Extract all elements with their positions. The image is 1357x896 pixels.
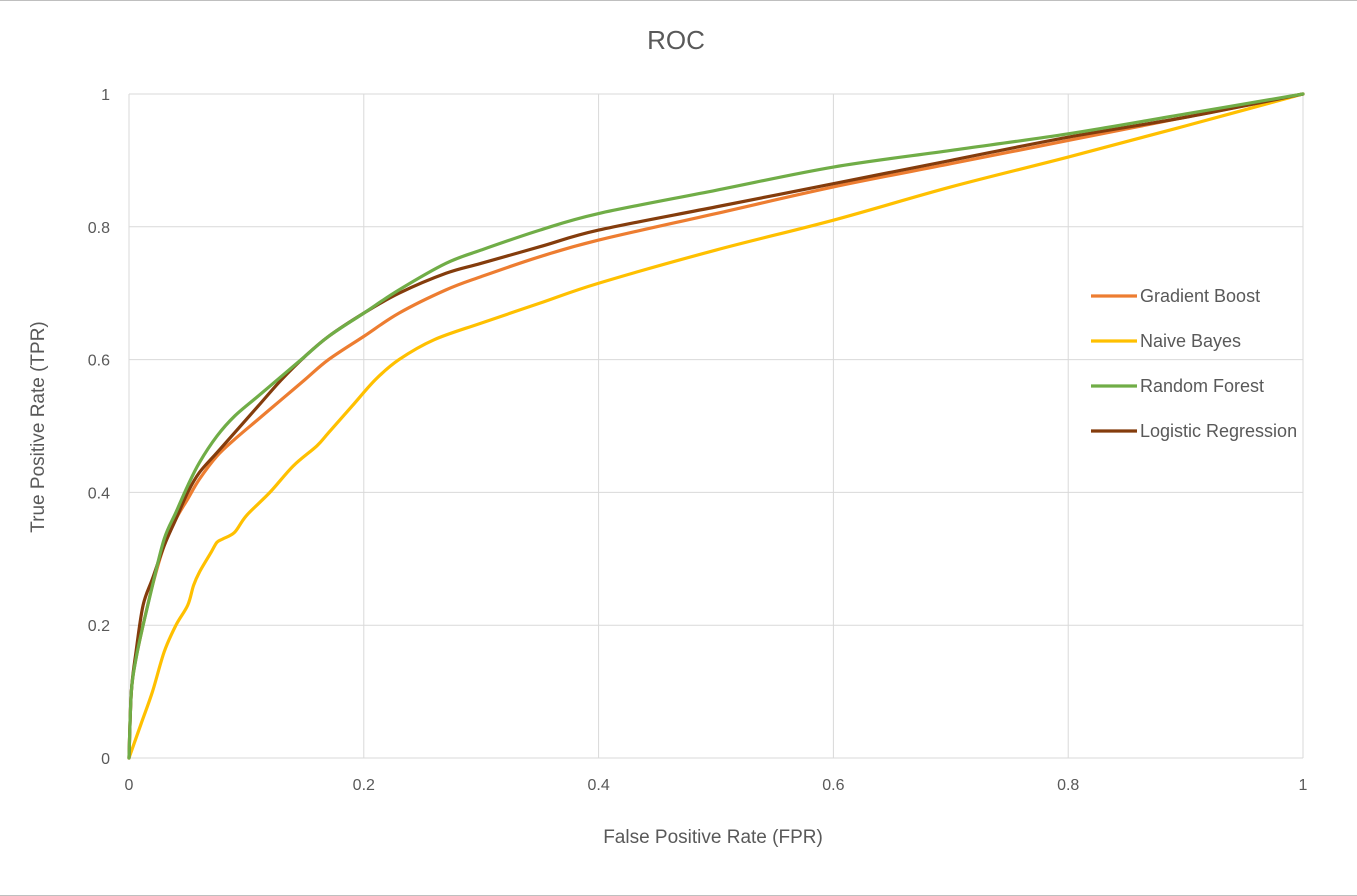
x-tick-label: 0.6 [822, 777, 844, 794]
axis-ticks: 0 0.2 0.4 0.6 0.8 1 0 0.2 0.4 0.6 0.8 1 [88, 87, 1308, 794]
chart-title: ROC [647, 25, 705, 55]
y-axis-title: True Positive Rate (TPR) [28, 321, 49, 533]
y-tick-label: 0.6 [88, 353, 110, 370]
y-tick-label: 1 [101, 87, 110, 104]
grid [128, 93, 1304, 759]
legend-label-gradient-boost: Gradient Boost [1140, 286, 1260, 306]
x-tick-label: 0.2 [353, 777, 375, 794]
x-tick-label: 1 [1299, 777, 1308, 794]
series-line-naive-bayes [127, 92, 1305, 760]
x-tick-label: 0.4 [587, 777, 609, 794]
legend-label-random-forest: Random Forest [1140, 376, 1264, 396]
series-lines [127, 92, 1305, 760]
x-tick-label: 0 [125, 777, 134, 794]
series-line-logistic-regression [127, 92, 1305, 760]
y-tick-label: 0.2 [88, 618, 110, 635]
legend-label-logistic-regression: Logistic Regression [1140, 421, 1297, 441]
series-line-gradient-boost [127, 92, 1305, 760]
series-line-random-forest [127, 92, 1305, 760]
y-tick-label: 0.4 [88, 485, 110, 502]
x-axis-title: False Positive Rate (FPR) [603, 827, 823, 848]
legend-label-naive-bayes: Naive Bayes [1140, 331, 1241, 351]
x-tick-label: 0.8 [1057, 777, 1079, 794]
y-tick-label: 0 [101, 751, 110, 768]
y-tick-label: 0.8 [88, 220, 110, 237]
legend: Gradient Boost Naive Bayes Random Forest Lo… [1091, 286, 1297, 441]
